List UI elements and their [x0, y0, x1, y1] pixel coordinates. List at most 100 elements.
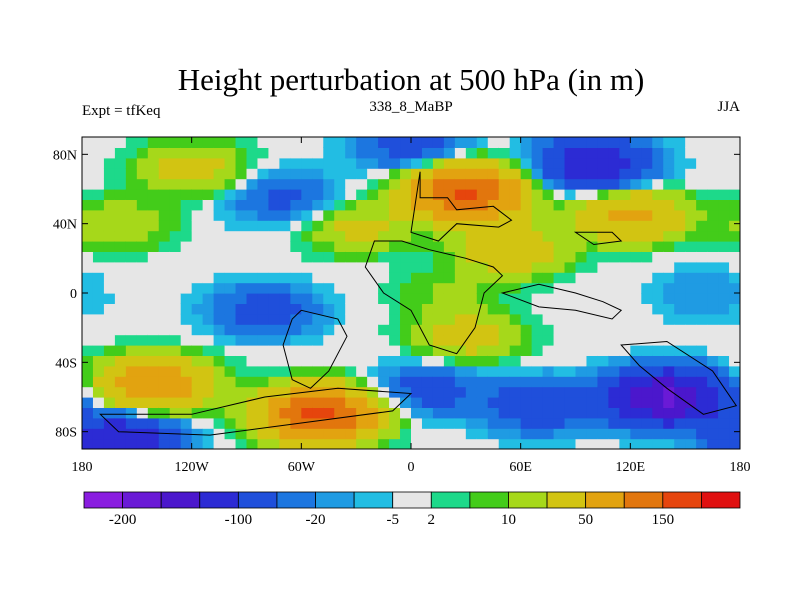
field-cell: [443, 220, 456, 232]
field-cell: [411, 168, 423, 180]
field-cell: [608, 303, 620, 315]
field-cell: [279, 168, 291, 180]
field-cell: [553, 189, 566, 200]
field-cell: [235, 365, 248, 377]
field-cell: [389, 282, 401, 294]
field-cell: [367, 147, 379, 159]
field-cell: [235, 199, 248, 211]
field-cell: [378, 417, 390, 429]
field-cell: [136, 417, 149, 429]
field-cell: [411, 417, 423, 429]
field-cell: [312, 428, 324, 440]
field-cell: [454, 438, 467, 449]
field-cell: [685, 178, 697, 190]
field-cell: [312, 407, 324, 419]
field-cell: [114, 313, 127, 325]
field-cell: [454, 147, 467, 159]
field-cell: [641, 220, 653, 232]
field-cell: [520, 293, 533, 304]
field-cell: [729, 157, 740, 169]
field-cell: [136, 220, 149, 232]
field-cell: [92, 220, 105, 232]
field-cell: [103, 261, 116, 273]
field-cell: [454, 199, 467, 211]
field-cell: [411, 220, 423, 232]
field-cell: [103, 303, 116, 315]
field-cell: [509, 189, 522, 200]
field-cell: [312, 345, 324, 356]
field-cell: [191, 157, 204, 169]
field-cell: [465, 168, 478, 180]
field-cell: [224, 365, 237, 377]
field-cell: [125, 147, 138, 159]
field-cell: [82, 324, 94, 336]
field-cell: [323, 293, 335, 304]
field-cell: [685, 428, 697, 440]
field-cell: [114, 261, 127, 273]
field-cell: [389, 272, 401, 284]
field-cell: [586, 241, 599, 252]
field-cell: [729, 241, 740, 252]
field-cell: [114, 345, 127, 356]
field-cell: [707, 303, 719, 315]
field-cell: [92, 241, 105, 252]
field-cell: [378, 428, 390, 440]
field-cell: [356, 241, 368, 252]
colorbar-box: [199, 491, 239, 509]
field-cell: [564, 376, 577, 388]
field-cell: [301, 209, 313, 221]
field-cell: [125, 365, 138, 377]
field-cell: [498, 365, 511, 377]
field-cell: [729, 189, 740, 200]
field-cell: [158, 334, 171, 346]
field-cell: [378, 303, 390, 315]
field-cell: [92, 397, 105, 408]
field-cell: [476, 282, 489, 294]
field-cell: [114, 324, 127, 336]
field-cell: [718, 230, 730, 242]
field-cell: [421, 251, 434, 263]
field-cell: [82, 230, 94, 242]
field-cell: [685, 261, 697, 273]
field-cell: [411, 209, 423, 221]
field-cell: [279, 355, 291, 367]
field-cell: [411, 365, 423, 377]
field-cell: [180, 178, 193, 190]
field-cell: [641, 438, 653, 449]
field-cell: [509, 365, 522, 377]
field-cell: [180, 293, 193, 304]
field-cell: [564, 230, 577, 242]
field-cell: [246, 376, 259, 388]
field-cell: [685, 230, 697, 242]
field-cell: [114, 209, 127, 221]
field-cell: [553, 293, 566, 304]
field-cell: [411, 355, 423, 367]
field-cell: [487, 386, 500, 398]
field-cell: [630, 417, 642, 429]
field-cell: [663, 272, 675, 284]
field-cell: [92, 428, 105, 440]
field-cell: [542, 137, 555, 148]
field-cell: [334, 209, 346, 221]
field-cell: [685, 282, 697, 294]
field-cell: [367, 417, 379, 429]
field-cell: [564, 147, 577, 159]
field-cell: [323, 220, 335, 232]
field-cell: [136, 241, 149, 252]
field-cell: [114, 147, 127, 159]
field-cell: [389, 137, 401, 148]
field-cell: [312, 417, 324, 429]
field-cell: [268, 241, 280, 252]
field-cell: [674, 157, 686, 169]
field-cell: [443, 209, 456, 221]
colorbar-box: [430, 491, 471, 509]
field-cell: [619, 220, 631, 232]
field-cell: [718, 303, 730, 315]
field-cell: [169, 313, 182, 325]
field-cell: [465, 137, 478, 148]
field-cell: [114, 157, 127, 169]
field-cell: [575, 407, 588, 419]
field-cell: [421, 334, 434, 346]
field-cell: [213, 355, 226, 367]
field-cell: [301, 355, 313, 367]
